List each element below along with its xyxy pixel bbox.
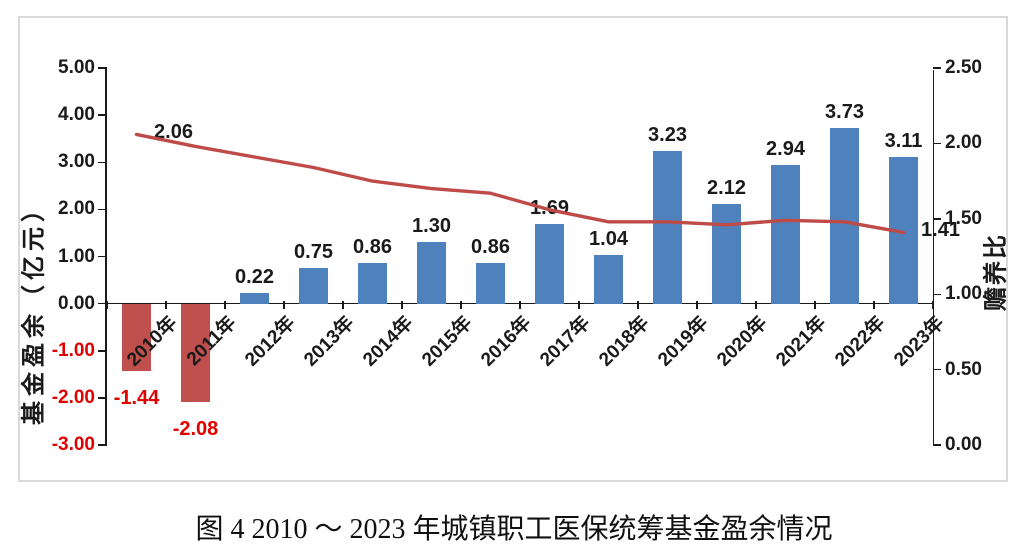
line-value-label: 1.41	[921, 219, 960, 242]
x-axis-tick	[283, 300, 285, 309]
bar-value-label: 0.86	[471, 236, 510, 259]
left-axis-tick	[98, 161, 107, 164]
chart-border	[18, 16, 1008, 482]
y-axis-tick-label: 1.00	[58, 245, 95, 267]
bar	[594, 254, 623, 304]
right-axis-tick	[933, 293, 941, 295]
left-axis-tick	[98, 397, 107, 399]
left-axis-tick	[98, 208, 107, 211]
right-axis-line	[932, 70, 935, 445]
bar-value-label: 2.12	[707, 176, 746, 199]
x-axis-tick	[165, 300, 167, 309]
bar-value-label: -2.08	[172, 417, 219, 440]
y-axis-tick-label: 1.00	[945, 283, 982, 305]
bar-value-label: 1.04	[589, 227, 628, 250]
bar-value-label: 3.23	[648, 124, 687, 147]
x-axis-tick	[342, 300, 344, 309]
x-axis-tick	[755, 300, 757, 309]
bar	[653, 151, 682, 304]
x-axis-tick	[696, 300, 698, 309]
bar	[122, 303, 151, 372]
left-axis-tick	[98, 350, 107, 352]
left-axis-tick	[98, 444, 107, 446]
bar	[771, 165, 800, 304]
x-axis-tick	[401, 300, 403, 309]
y-axis-tick-label: 2.00	[945, 132, 982, 154]
right-axis-title: 赡养比	[982, 233, 1010, 311]
x-axis-tick	[814, 300, 816, 309]
left-axis-tick	[98, 67, 107, 69]
left-axis-title: 基金盈余（亿元）	[20, 193, 48, 425]
bar-value-label: 0.75	[294, 241, 333, 264]
y-axis-tick-label: 4.00	[58, 104, 95, 126]
left-axis-tick	[98, 302, 107, 305]
bar-value-label: 1.30	[412, 215, 451, 238]
bar	[181, 303, 210, 402]
bar-value-label: 3.73	[825, 100, 864, 123]
x-axis-tick	[460, 300, 462, 309]
y-axis-tick-label: 3.00	[58, 151, 95, 173]
y-axis-tick-label: 5.00	[58, 57, 95, 78]
bar-value-label: 0.86	[353, 236, 392, 259]
bar	[476, 263, 505, 304]
x-axis-tick	[932, 300, 934, 309]
bar	[830, 127, 859, 304]
x-axis-tick	[224, 300, 226, 309]
x-axis-tick	[637, 300, 639, 309]
x-axis-tick	[106, 300, 108, 309]
left-axis-tick	[98, 255, 107, 258]
y-axis-tick-label: 2.00	[58, 198, 95, 220]
y-axis-tick-label: -2.00	[51, 386, 95, 408]
bar	[299, 268, 328, 304]
bar	[240, 293, 269, 304]
figure-caption: 图 4 2010 ～ 2023 年城镇职工医保统筹基金盈余情况	[195, 514, 833, 545]
line-value-label: 2.06	[154, 121, 193, 144]
right-axis-tick	[933, 368, 941, 371]
bar	[712, 203, 741, 304]
bar	[889, 157, 918, 304]
bar	[535, 223, 564, 304]
right-axis-tick	[933, 218, 941, 220]
y-axis-tick-label: 1.50	[945, 207, 982, 229]
x-axis-tick	[873, 300, 875, 309]
bar-value-label: 1.69	[530, 196, 569, 219]
right-axis-tick	[933, 67, 941, 69]
bar-value-label: 2.94	[766, 138, 805, 161]
bar-value-label: 0.22	[235, 266, 274, 289]
x-axis-tick	[519, 300, 521, 309]
right-axis-tick	[933, 444, 941, 446]
bar	[417, 242, 446, 304]
bar-value-label: 3.11	[884, 130, 923, 153]
right-axis-tick	[933, 142, 941, 145]
y-axis-tick-label: 0.50	[945, 358, 982, 380]
y-axis-tick-label: 0.00	[945, 434, 982, 455]
bar	[358, 263, 387, 304]
y-axis-tick-label: 2.50	[945, 57, 982, 78]
bar-value-label: -1.44	[113, 387, 160, 410]
x-axis-tick	[578, 300, 580, 309]
y-axis-tick-label: 0.00	[58, 292, 95, 314]
y-axis-tick-label: -3.00	[51, 434, 95, 455]
y-axis-tick-label: -1.00	[51, 339, 95, 361]
left-axis-tick	[98, 114, 107, 116]
